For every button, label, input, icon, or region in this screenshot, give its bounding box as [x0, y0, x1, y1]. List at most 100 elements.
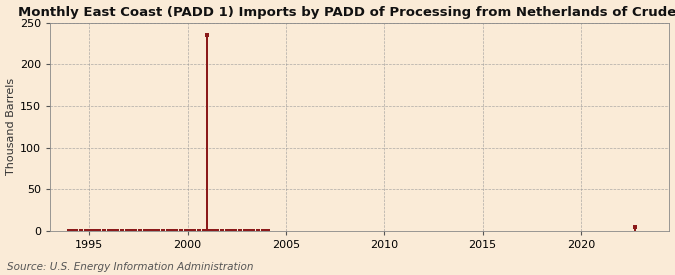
Bar — [146, 230, 147, 231]
Bar — [134, 230, 136, 231]
Bar — [118, 230, 119, 231]
Bar — [151, 230, 153, 231]
Bar — [239, 230, 241, 231]
Bar — [205, 230, 207, 231]
Bar — [234, 230, 236, 231]
Bar — [82, 230, 84, 231]
Bar — [165, 230, 167, 231]
Bar — [254, 230, 256, 231]
Bar — [123, 230, 124, 231]
Bar — [80, 230, 82, 231]
Bar — [184, 230, 185, 231]
Bar — [97, 230, 98, 231]
Y-axis label: Thousand Barrels: Thousand Barrels — [5, 78, 16, 175]
Bar — [136, 230, 138, 231]
Bar — [195, 230, 196, 231]
Bar — [213, 230, 215, 231]
Bar — [259, 230, 261, 231]
Bar — [93, 230, 95, 231]
Bar — [262, 230, 264, 231]
Bar — [215, 230, 216, 231]
Bar — [100, 230, 101, 231]
Bar — [70, 230, 72, 231]
Bar — [138, 230, 139, 231]
Bar — [144, 230, 146, 231]
Bar — [76, 230, 77, 231]
Bar — [130, 230, 131, 231]
Bar — [246, 230, 247, 231]
Bar — [269, 230, 270, 231]
Bar — [113, 230, 115, 231]
Bar — [77, 230, 78, 231]
Bar — [226, 230, 227, 231]
Bar — [190, 230, 192, 231]
Bar — [122, 230, 123, 231]
Bar — [261, 230, 262, 231]
Bar — [157, 230, 159, 231]
Bar — [185, 230, 187, 231]
Bar — [173, 230, 176, 231]
Bar — [147, 230, 149, 231]
Bar — [196, 230, 198, 231]
Bar — [200, 230, 201, 231]
Bar — [207, 35, 208, 231]
Bar — [105, 230, 107, 231]
Bar — [90, 230, 92, 231]
Bar — [154, 230, 155, 231]
Bar — [242, 230, 244, 231]
Bar — [88, 230, 90, 231]
Bar — [265, 230, 267, 231]
Bar — [126, 230, 128, 231]
Bar — [230, 230, 231, 231]
Bar — [225, 230, 226, 231]
Bar — [177, 230, 178, 231]
Bar — [634, 227, 636, 231]
Bar — [161, 230, 162, 231]
Bar — [218, 230, 219, 231]
Bar — [87, 230, 88, 231]
Bar — [216, 230, 218, 231]
Bar — [107, 230, 108, 231]
Title: Monthly East Coast (PADD 1) Imports by PADD of Processing from Netherlands of Cr: Monthly East Coast (PADD 1) Imports by P… — [18, 6, 675, 18]
Bar — [182, 230, 184, 231]
Bar — [257, 230, 259, 231]
Bar — [85, 230, 86, 231]
Bar — [198, 230, 200, 231]
Bar — [79, 230, 80, 231]
Bar — [74, 230, 75, 231]
Bar — [102, 230, 103, 231]
Bar — [167, 230, 169, 231]
Bar — [149, 230, 151, 231]
Bar — [238, 230, 239, 231]
Bar — [210, 230, 211, 231]
Bar — [164, 230, 165, 231]
Bar — [111, 230, 113, 231]
Bar — [219, 230, 221, 231]
Bar — [211, 230, 213, 231]
Bar — [176, 230, 177, 231]
Bar — [116, 230, 118, 231]
Bar — [99, 230, 100, 231]
Bar — [172, 230, 173, 231]
Bar — [202, 230, 203, 231]
Bar — [179, 230, 180, 231]
Bar — [153, 230, 154, 231]
Bar — [169, 230, 170, 231]
Bar — [244, 230, 246, 231]
Bar — [248, 230, 249, 231]
Bar — [141, 230, 142, 231]
Bar — [208, 230, 210, 231]
Bar — [108, 230, 109, 231]
Bar — [69, 230, 70, 231]
Bar — [170, 230, 172, 231]
Bar — [103, 230, 105, 231]
Bar — [233, 230, 234, 231]
Bar — [188, 230, 190, 231]
Bar — [264, 230, 265, 231]
Bar — [159, 230, 161, 231]
Bar — [180, 230, 182, 231]
Bar — [252, 230, 254, 231]
Bar — [95, 230, 97, 231]
Bar — [221, 230, 223, 231]
Bar — [68, 230, 69, 231]
